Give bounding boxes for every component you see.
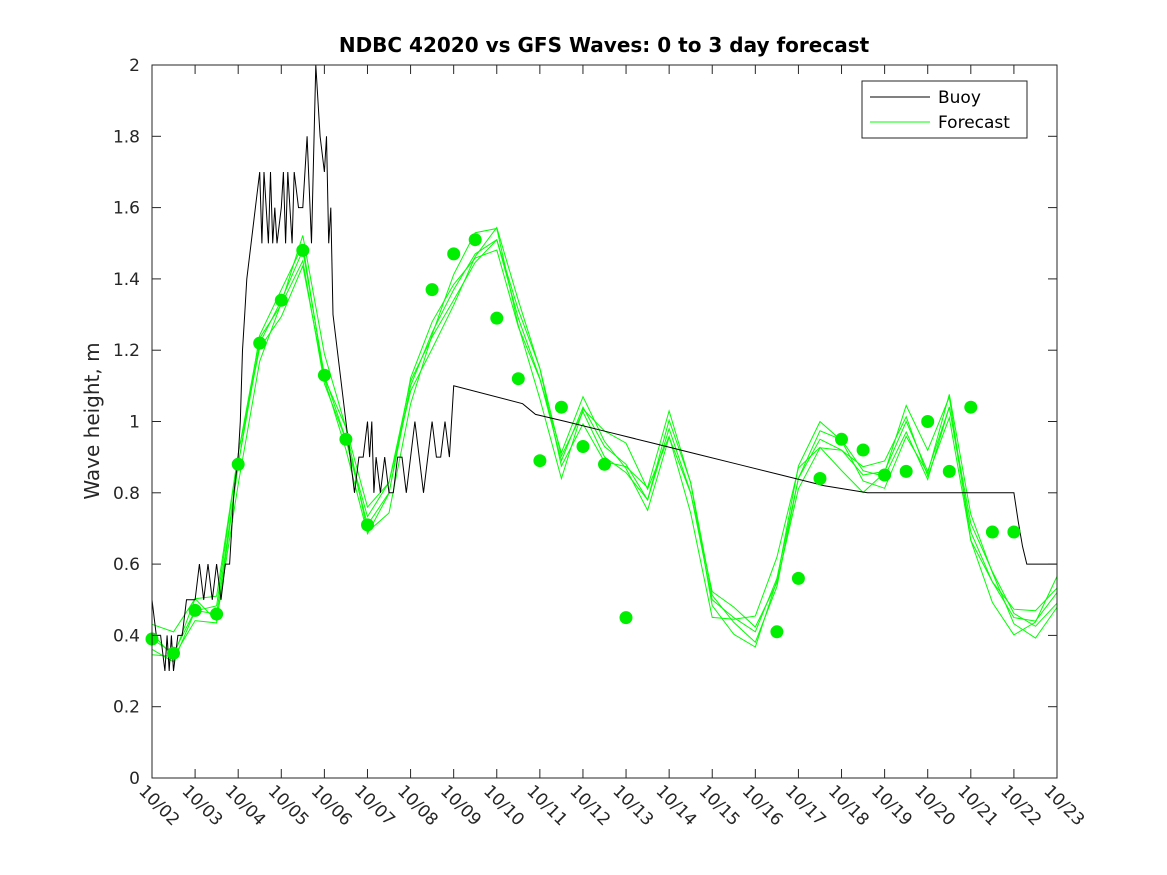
y-tick-label: 1.8 — [113, 127, 140, 147]
forecast-marker — [835, 432, 848, 446]
forecast-marker — [942, 464, 956, 478]
forecast-marker — [770, 625, 784, 639]
y-tick-label: 0.4 — [113, 626, 140, 646]
forecast-marker — [231, 457, 245, 471]
forecast-marker — [554, 400, 568, 414]
forecast-line-2 — [151, 238, 1058, 663]
y-tick-label: 0.8 — [113, 484, 140, 504]
y-tick-label: 1.2 — [113, 341, 140, 361]
forecast-marker — [361, 518, 374, 532]
forecast-markers — [145, 233, 1021, 660]
forecast-marker — [899, 464, 913, 478]
y-tick-label: 0 — [129, 769, 140, 789]
forecast-marker — [964, 400, 978, 414]
forecast-marker — [296, 243, 310, 257]
buoy-line — [151, 64, 1057, 672]
forecast-marker — [619, 611, 633, 625]
forecast-marker — [985, 525, 999, 539]
forecast-marker — [167, 646, 180, 660]
forecast-marker — [856, 443, 870, 457]
y-tick-label: 2 — [129, 56, 140, 76]
forecast-marker — [253, 336, 267, 350]
y-tick-label: 1.6 — [113, 199, 140, 219]
y-axis-ticks: 0 0.2 0.4 0.6 0.8 1 1.2 1.4 1.6 1.8 2 — [113, 56, 1057, 789]
forecast-marker — [533, 454, 547, 468]
y-tick-label: 1.4 — [113, 270, 140, 290]
forecast-marker — [339, 432, 353, 446]
y-tick-label: 1 — [129, 413, 140, 433]
forecast-marker — [511, 372, 525, 386]
y-tick-label: 0.6 — [113, 555, 140, 575]
forecast-marker — [598, 457, 611, 471]
y-axis-label: Wave height, m — [80, 342, 104, 499]
buoy-series — [151, 64, 1057, 672]
chart-title: NDBC 42020 vs GFS Waves: 0 to 3 day fore… — [339, 33, 870, 57]
forecast-marker — [210, 607, 224, 621]
forecast-marker — [791, 571, 805, 585]
forecast-marker — [813, 472, 827, 485]
forecast-marker — [576, 440, 590, 453]
forecast-marker — [447, 247, 461, 261]
forecast-marker — [878, 468, 892, 482]
forecast-marker — [921, 415, 935, 428]
forecast-marker — [425, 283, 439, 297]
legend: Buoy Forecast — [861, 80, 1028, 139]
y-tick-label: 0.2 — [113, 698, 140, 718]
legend-label-forecast: Forecast — [938, 113, 1010, 133]
forecast-marker — [317, 368, 331, 382]
forecast-marker — [1007, 525, 1021, 539]
forecast-marker — [274, 293, 288, 307]
legend-box — [861, 80, 1028, 139]
forecast-marker — [490, 311, 504, 325]
legend-label-buoy: Buoy — [938, 88, 981, 108]
forecast-marker — [468, 233, 482, 247]
forecast-marker — [188, 603, 202, 617]
